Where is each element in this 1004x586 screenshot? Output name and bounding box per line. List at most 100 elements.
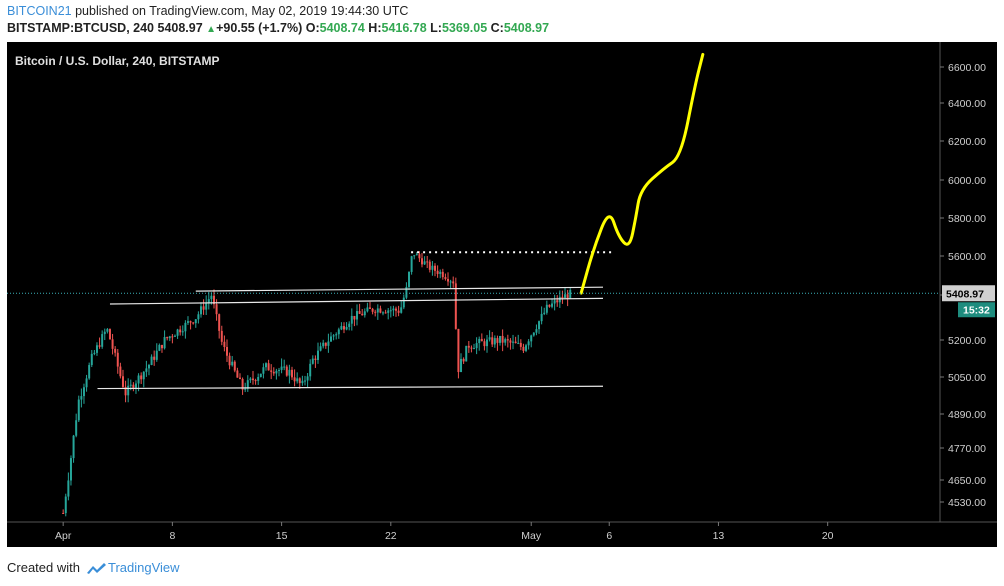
candle-body (358, 311, 361, 314)
candle-body (376, 308, 379, 313)
published-text: published on TradingView.com, May 02, 20… (75, 4, 409, 18)
candles-group (62, 251, 572, 517)
x-tick-label: 13 (713, 530, 725, 542)
candle-body (150, 356, 153, 365)
candle-body (145, 368, 148, 372)
candle-body (387, 310, 390, 313)
projection-curve (579, 52, 705, 295)
up-arrow-icon: ▲ (206, 24, 217, 35)
tradingview-logo[interactable]: TradingView (84, 560, 180, 575)
candle-body (160, 344, 163, 349)
candle-body (95, 345, 98, 353)
candle-body (72, 435, 75, 459)
candle-body (314, 358, 317, 360)
candle-body (460, 358, 463, 373)
candle-body (317, 350, 319, 360)
candle-body (428, 261, 431, 270)
candle-body (241, 378, 244, 390)
candle-body (462, 358, 465, 362)
candle-body (522, 346, 525, 351)
candle-body (348, 323, 351, 327)
candle-body (454, 283, 457, 329)
candle-body (369, 307, 372, 309)
x-tick-label: 15 (276, 530, 288, 542)
candle-body (101, 334, 104, 347)
candle-body (556, 300, 559, 303)
candle-body (69, 458, 72, 481)
candle-body (509, 340, 512, 343)
candle-body (249, 378, 252, 381)
candle-body (116, 352, 119, 367)
candle-body (457, 328, 460, 373)
candle-body (251, 378, 254, 381)
candle-body (543, 312, 546, 314)
price-chart[interactable]: Bitcoin / U.S. Dollar, 240, BITSTAMP 660… (7, 42, 997, 547)
candle-body (493, 338, 496, 345)
candle-body (441, 271, 444, 278)
candle-body (408, 271, 411, 287)
candle-body (397, 310, 400, 313)
candle-body (361, 313, 364, 316)
candle-body (561, 296, 564, 299)
candle-body (415, 254, 418, 256)
author-link[interactable]: BITCOIN21 (7, 4, 72, 18)
candle-body (371, 308, 374, 312)
candle-body (285, 366, 288, 376)
candle-body (382, 312, 385, 314)
candle-body (272, 371, 275, 374)
low-label: L: (430, 21, 442, 35)
candle-body (345, 326, 348, 330)
candle-body (343, 326, 346, 330)
candle-body (121, 376, 124, 387)
candle-body (467, 345, 470, 348)
y-tick-label: 5800.00 (948, 213, 986, 225)
candle-body (202, 306, 205, 310)
candle-body (163, 337, 166, 349)
open-label: O: (305, 21, 320, 35)
candle-body (212, 295, 215, 305)
candle-body (218, 314, 221, 331)
candle-body (475, 343, 478, 349)
created-with-text: Created with (7, 560, 80, 575)
candle-body (254, 380, 257, 382)
candle-body (257, 376, 260, 381)
candle-body (223, 341, 226, 348)
y-tick-label: 4890.00 (948, 409, 986, 421)
symbol-label: BITSTAMP:BTCUSD, 240 (7, 21, 155, 35)
candle-body (93, 352, 96, 354)
candle-body (491, 337, 494, 345)
candle-body (379, 308, 382, 313)
y-tick-label: 5200.00 (948, 335, 986, 347)
candle-body (225, 347, 228, 356)
candle-body (132, 384, 135, 389)
candle-body (207, 299, 210, 303)
candle-body (499, 335, 502, 343)
candle-body (483, 341, 486, 347)
candle-body (473, 348, 476, 350)
candle-body (238, 377, 241, 379)
candle-body (215, 304, 218, 315)
candle-body (98, 345, 101, 347)
candle-body (480, 338, 483, 342)
high-label: H: (368, 21, 382, 35)
candle-body (384, 312, 387, 314)
high-value: 5416.78 (381, 21, 427, 35)
timer-label: 15:32 (963, 304, 990, 316)
candle-body (400, 307, 403, 313)
candle-body (410, 256, 413, 272)
candle-body (270, 370, 273, 372)
candle-body (67, 480, 70, 497)
candle-body (153, 356, 156, 360)
candle-body (90, 353, 93, 366)
close-value: 5408.97 (503, 21, 550, 35)
candle-body (486, 339, 489, 347)
candle-body (75, 420, 78, 436)
timer-badge (958, 302, 995, 318)
last-price-label: 5408.97 (946, 288, 984, 300)
chart-area[interactable]: Bitcoin / U.S. Dollar, 240, BITSTAMP 660… (7, 42, 997, 547)
x-tick-label: 20 (822, 530, 834, 542)
low-value: 5369.05 (441, 21, 488, 35)
candle-body (179, 329, 182, 333)
y-tick-label: 6200.00 (948, 136, 986, 148)
candle-body (233, 361, 236, 371)
